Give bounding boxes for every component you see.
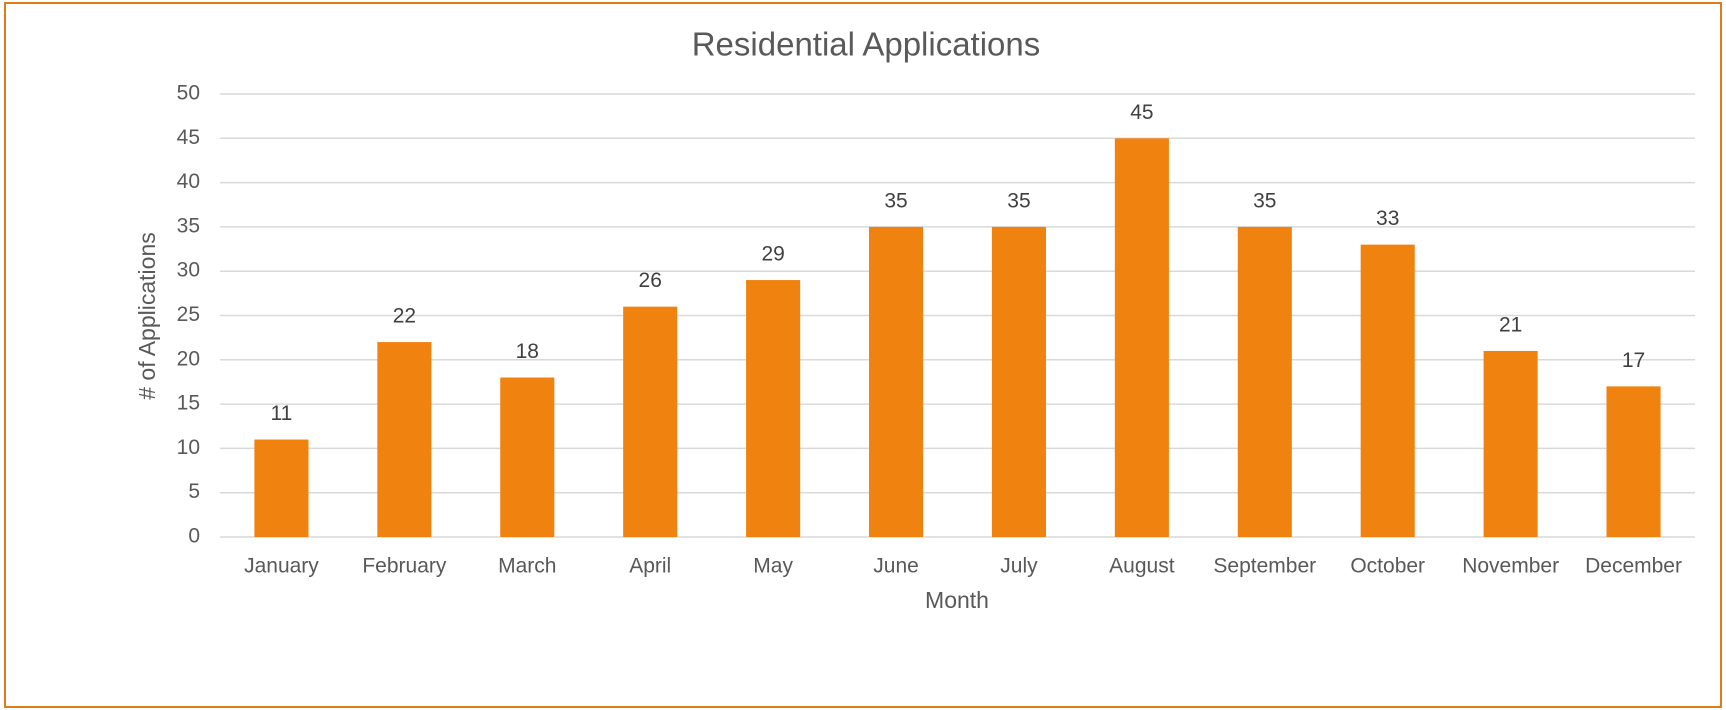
bar [1360,244,1415,537]
bar [254,439,309,537]
x-tick-label: July [1000,555,1038,578]
x-tick-label: October [1350,555,1425,578]
bar [746,280,801,537]
x-tick-label: March [498,555,556,578]
data-label: 35 [1007,189,1030,212]
y-tick-label: 45 [177,126,200,149]
data-label: 11 [271,402,293,425]
x-axis-label: Month [925,587,989,613]
y-tick-label: 15 [177,392,200,415]
bar [991,226,1046,537]
data-label: 22 [393,305,416,328]
y-tick-label: 35 [177,214,200,237]
y-tick-label: 0 [188,525,200,548]
y-tick-label: 5 [188,480,200,503]
bar [500,377,555,537]
x-tick-label: December [1585,555,1682,578]
data-label: 35 [884,189,907,212]
bar [1237,226,1292,537]
y-tick-label: 50 [177,82,200,105]
y-axis-label: # of Applications [134,232,160,400]
bar [1114,138,1169,538]
x-tick-label: September [1213,555,1316,578]
y-tick-label: 20 [177,347,200,370]
x-tick-label: February [362,555,447,578]
data-label: 35 [1253,189,1276,212]
data-label: 17 [1622,349,1645,372]
bar [869,226,924,537]
data-label: 29 [761,243,784,266]
bar [623,306,678,537]
y-tick-label: 30 [177,259,200,282]
x-tick-label: May [753,555,793,578]
x-tick-label: November [1462,555,1559,578]
data-label: 21 [1499,313,1522,336]
bar [377,342,432,537]
y-tick-label: 25 [177,303,200,326]
x-tick-label: January [244,555,319,578]
data-label: 33 [1376,207,1399,230]
bar [1606,386,1661,537]
data-label: 18 [516,340,539,363]
chart-title: Residential Applications [692,26,1041,63]
y-tick-label: 10 [177,436,200,459]
y-tick-label: 40 [177,170,200,193]
data-label: 45 [1130,101,1153,124]
x-tick-label: April [629,555,671,578]
data-label: 26 [639,269,662,292]
x-tick-label: August [1109,555,1175,578]
chart-border [4,2,1722,708]
bar [1483,350,1538,537]
x-tick-label: June [873,555,919,578]
